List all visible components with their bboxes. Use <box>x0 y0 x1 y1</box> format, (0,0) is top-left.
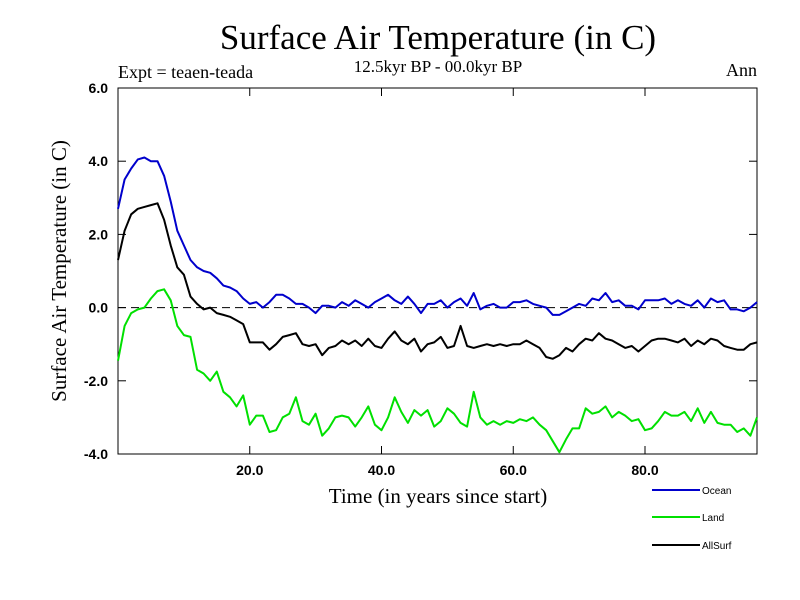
series-line-ocean <box>117 156 758 316</box>
series-line-land <box>117 288 758 454</box>
y-tick-label: -4.0 <box>84 446 108 462</box>
y-tick-label: 0.0 <box>89 300 109 316</box>
x-tick-label: 20.0 <box>236 462 263 478</box>
x-tick-label: 40.0 <box>368 462 395 478</box>
y-tick-label: 4.0 <box>89 153 109 169</box>
y-axis-label: Surface Air Temperature (in C) <box>47 140 71 402</box>
x-tick-label: 60.0 <box>500 462 527 478</box>
legend-label-allsurf: AllSurf <box>702 541 732 552</box>
legend-label-land: Land <box>702 513 724 524</box>
experiment-label: Expt = teaen-teada <box>118 62 253 82</box>
legend: Ocean Land AllSurf <box>652 486 732 552</box>
x-tick-label: 80.0 <box>631 462 658 478</box>
plot-frame <box>117 87 758 455</box>
x-axis-ticks: 20.0 40.0 60.0 80.0 <box>236 88 659 478</box>
y-tick-label: 6.0 <box>89 80 109 96</box>
series-line-allsurf <box>117 202 758 360</box>
y-tick-label: 2.0 <box>89 226 109 242</box>
y-axis-ticks: -4.0 -2.0 0.0 2.0 4.0 6.0 <box>84 80 757 462</box>
chart-title: Surface Air Temperature (in C) <box>220 18 656 57</box>
legend-label-ocean: Ocean <box>702 486 731 497</box>
y-tick-label: -2.0 <box>84 373 108 389</box>
series-group <box>117 156 758 454</box>
x-axis-label: Time (in years since start) <box>329 484 548 508</box>
period-label: Ann <box>726 60 757 80</box>
chart-subtitle: 12.5kyr BP - 00.0kyr BP <box>354 57 522 76</box>
